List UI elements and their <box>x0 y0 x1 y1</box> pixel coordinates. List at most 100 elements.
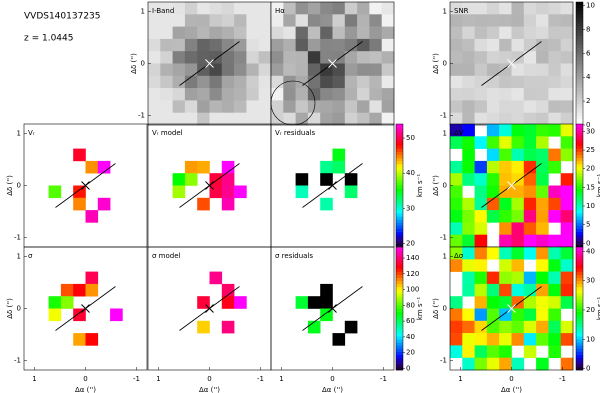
colorbar-segment <box>576 207 583 211</box>
y-axis-label: Δδ ('') <box>6 298 14 319</box>
pixel <box>474 26 488 40</box>
pixel <box>523 210 537 223</box>
colorbar-segment <box>576 121 583 126</box>
colorbar-segment <box>576 69 583 74</box>
colorbar-segment <box>576 256 583 260</box>
pixel <box>258 26 272 40</box>
pixel <box>536 259 549 272</box>
colorbar-segment <box>396 259 403 263</box>
pixel <box>450 345 463 358</box>
pixel <box>499 14 512 27</box>
psf <box>270 80 316 126</box>
pixel <box>450 247 463 260</box>
pixel <box>320 26 333 40</box>
pixel <box>462 38 475 52</box>
pixel <box>474 259 488 272</box>
panel-title: σ residuals <box>275 252 313 260</box>
pixel <box>283 112 296 126</box>
pixel <box>234 38 247 52</box>
colorbar-tick-label: 2 <box>586 97 590 105</box>
colorbar-segment <box>576 200 583 205</box>
pixel <box>548 210 561 223</box>
pixel <box>320 88 333 101</box>
pixel <box>499 345 512 358</box>
pixel <box>73 148 86 162</box>
pixel <box>234 51 247 64</box>
pixel <box>221 38 235 52</box>
center-cross <box>328 304 337 313</box>
pixel <box>258 2 272 15</box>
colorbar-segment <box>576 243 583 248</box>
pixel <box>523 148 537 162</box>
pixel <box>450 222 463 235</box>
y-tick-label: -1 <box>14 234 21 242</box>
pixel <box>160 2 173 15</box>
pixel <box>536 320 549 334</box>
pixel <box>221 160 235 174</box>
pixel <box>450 185 463 199</box>
colorbar-segment <box>576 35 583 40</box>
pixel <box>344 75 358 89</box>
y-tick-label: 0 <box>141 60 145 68</box>
colorbar-segment <box>576 118 583 123</box>
pixel <box>462 197 475 211</box>
colorbar-segment <box>576 280 583 285</box>
colorbar-segment <box>396 256 403 260</box>
pixel <box>486 271 500 285</box>
pixel <box>499 234 512 248</box>
pixel <box>357 26 370 40</box>
pixel <box>283 2 296 15</box>
colorbar-segment <box>576 213 583 217</box>
colorbar-segment <box>576 219 583 223</box>
pixel <box>357 2 370 15</box>
colorbar-segment <box>576 366 583 371</box>
colorbar-segment <box>576 253 583 257</box>
panel <box>48 148 111 223</box>
center-cross <box>205 59 214 68</box>
colorbar-segment <box>576 348 583 352</box>
pixel <box>462 173 475 186</box>
colorbar-segment <box>576 179 583 183</box>
colorbar-segment <box>576 2 583 6</box>
pixel <box>474 173 488 186</box>
colorbar-segment <box>396 342 403 346</box>
pixel <box>536 38 549 52</box>
pixel <box>499 26 512 40</box>
pixel <box>148 100 161 113</box>
pixel <box>511 197 525 211</box>
pixel <box>369 75 382 89</box>
colorbar-segment <box>396 210 403 214</box>
pixel <box>486 345 500 358</box>
pixel <box>369 51 382 64</box>
colorbar-segment <box>576 203 583 208</box>
pixel <box>462 88 475 101</box>
pixel <box>523 271 537 285</box>
y-axis-label: Δδ ('') <box>432 53 440 74</box>
colorbar-segment <box>576 136 583 140</box>
colorbar-segment <box>576 78 583 83</box>
pixel <box>548 124 561 137</box>
pixel <box>486 14 500 27</box>
pixel <box>48 185 62 199</box>
pixel <box>548 26 561 40</box>
pixel <box>560 357 574 371</box>
colorbar-segment <box>396 163 403 168</box>
pixel <box>271 14 284 27</box>
y-tick-label: -1 <box>440 112 447 120</box>
x-tick-label: 0 <box>83 375 87 383</box>
pixel <box>523 26 537 40</box>
pixel <box>184 112 198 126</box>
pixel <box>560 197 574 211</box>
pixel <box>450 210 463 223</box>
colorbar-segment <box>396 326 403 331</box>
pixel <box>499 160 512 174</box>
colorbar-segment <box>576 133 583 137</box>
colorbar-segment <box>396 213 403 217</box>
pixel <box>172 51 186 64</box>
pixel <box>221 320 235 334</box>
panel-title: Vᵣ residuals <box>275 129 316 137</box>
colorbar-segment <box>396 182 403 186</box>
pixel <box>283 14 296 27</box>
pixel <box>548 63 561 77</box>
